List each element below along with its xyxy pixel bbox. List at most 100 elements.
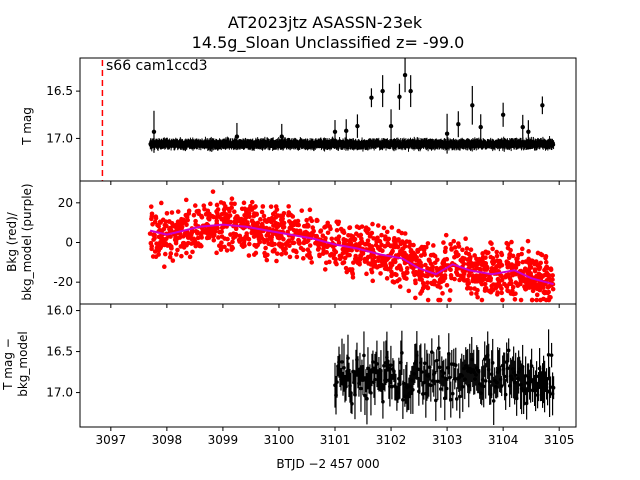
bkg-point: [148, 204, 154, 209]
bkg-point: [364, 271, 369, 277]
bkg-point: [397, 264, 402, 269]
bkg-point: [358, 253, 363, 259]
bkg-point: [229, 247, 234, 252]
bkg-point: [162, 251, 168, 257]
bkg-point: [154, 245, 160, 251]
ylabel-background-line2: bkg_model (purple): [20, 183, 34, 300]
x-tick-label: 3097: [96, 433, 127, 447]
bkg-point: [429, 252, 434, 258]
bkg-point: [519, 251, 524, 257]
bkg-point: [158, 200, 164, 206]
panel-tmag-minus-bkg: 16.0 16.5 17.0 3097 3098 3099 3100 3101 3102 3103…: [46, 303, 577, 447]
outlier-point: [234, 134, 240, 139]
bkg-point: [415, 247, 420, 253]
outlier-point: [470, 103, 475, 108]
bkg-point: [322, 267, 328, 272]
x-tick-label: 3105: [544, 433, 575, 447]
bkg-point: [180, 242, 186, 247]
bkg-point: [383, 234, 388, 239]
bkg-point: [210, 189, 216, 194]
bkg-point: [407, 244, 412, 249]
bkg-point: [179, 253, 184, 259]
bkg-point: [211, 225, 217, 231]
bkg-point: [260, 223, 265, 228]
bkg-point: [550, 286, 556, 292]
bkg-point: [158, 240, 163, 245]
bkg-point: [366, 242, 372, 248]
bkg-point: [216, 235, 221, 240]
bkg-point: [479, 297, 485, 303]
bkg-point: [287, 243, 292, 249]
bkg-point: [514, 256, 519, 262]
bkg-point: [274, 207, 280, 212]
bkg-point: [169, 245, 174, 251]
bkg-point: [304, 253, 310, 258]
bkg-point: [350, 271, 356, 277]
bkg-point: [528, 265, 534, 270]
bkg-point: [190, 249, 195, 255]
bkg-point: [489, 283, 494, 289]
series-outliers: [151, 57, 545, 154]
bkg-point: [193, 228, 199, 234]
bkg-point: [444, 282, 450, 288]
bkg-point: [413, 278, 418, 283]
bkg-point: [167, 254, 173, 260]
bkg-point: [425, 280, 430, 286]
bkg-point: [489, 241, 494, 246]
bkg-point: [518, 281, 523, 287]
bkg-point: [262, 217, 268, 223]
bkg-point: [548, 295, 553, 300]
difference-point: [434, 398, 438, 403]
bkg-point: [286, 219, 292, 224]
bkg-point: [264, 257, 270, 263]
bkg-point: [509, 281, 514, 287]
bkg-point: [504, 272, 509, 278]
bkg-point: [504, 240, 509, 246]
bkg-point: [402, 260, 408, 266]
bkg-point: [309, 218, 315, 224]
bkg-point: [278, 244, 283, 249]
bkg-point: [351, 260, 356, 265]
bkg-point: [186, 211, 192, 216]
bkg-point: [480, 254, 486, 260]
difference-point: [359, 386, 363, 391]
bkg-point: [545, 273, 551, 279]
bkg-point: [224, 248, 230, 253]
panel-background: -20 0 20: [53, 180, 577, 308]
difference-point: [373, 377, 377, 382]
bkg-point: [191, 236, 197, 242]
outlier-point: [526, 129, 531, 134]
bkg-point: [247, 241, 252, 247]
outlier-point: [279, 134, 284, 139]
bkg-point: [408, 249, 414, 254]
bkg-point: [320, 233, 326, 239]
bkg-point: [287, 254, 293, 260]
difference-point: [520, 364, 525, 369]
bkg-point: [163, 236, 169, 242]
bkg-point: [302, 239, 307, 245]
ylabel-diff-line1: T mag −: [1, 338, 15, 391]
bkg-point: [452, 245, 458, 250]
bkg-point: [483, 261, 489, 266]
series-difference: [333, 329, 556, 426]
bkg-point: [499, 290, 504, 296]
difference-point: [350, 402, 354, 406]
bkg-point: [425, 297, 431, 303]
bkg-point: [478, 258, 484, 264]
bkg-point: [194, 209, 200, 214]
bkg-point: [300, 256, 306, 261]
bkg-point: [323, 260, 329, 266]
series-bkg: [147, 189, 556, 303]
difference-point: [342, 365, 346, 370]
ylabel-background-line1: Bkg (red)/: [5, 211, 19, 272]
bkg-point: [340, 229, 345, 234]
difference-point: [447, 375, 452, 380]
bkg-point: [359, 236, 364, 242]
bkg-point: [259, 209, 265, 215]
bkg-point: [530, 281, 535, 287]
bkg-point: [526, 260, 531, 265]
outlier-point: [397, 94, 402, 99]
bkg-point: [270, 248, 276, 254]
bkg-point: [460, 268, 466, 274]
bkg-point: [304, 217, 309, 223]
